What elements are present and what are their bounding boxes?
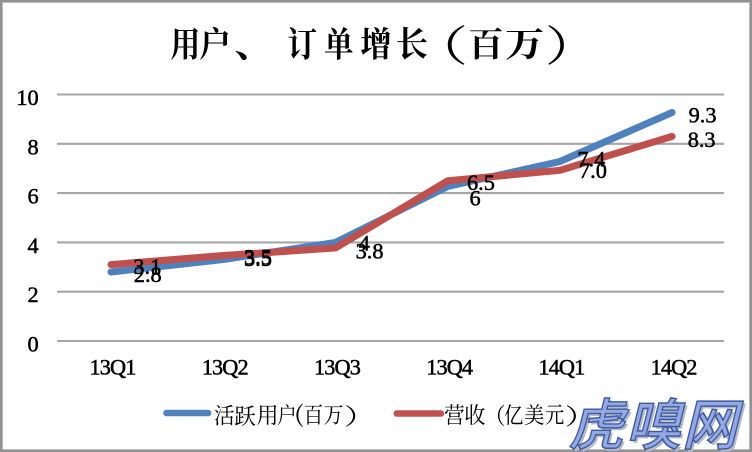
svg-text:6: 6 [470,185,481,210]
svg-text:7.0: 7.0 [579,158,607,183]
svg-text:6.5: 6.5 [467,170,495,195]
svg-text:8: 8 [28,134,39,159]
svg-text:6: 6 [28,184,39,209]
svg-text:4: 4 [28,233,39,258]
svg-text:13Q1: 13Q1 [90,355,136,380]
svg-text:2.8: 2.8 [134,262,162,287]
svg-text:3.5: 3.5 [244,246,272,271]
svg-text:9.3: 9.3 [689,102,717,127]
svg-text:13Q3: 13Q3 [314,355,361,380]
svg-text:0: 0 [28,332,39,357]
svg-text:8.3: 8.3 [688,127,716,152]
svg-text:3.1: 3.1 [133,254,161,279]
svg-text:13Q4: 13Q4 [426,355,473,380]
svg-text:4: 4 [359,231,370,256]
svg-text:10: 10 [16,85,38,110]
svg-text:2: 2 [28,282,39,307]
svg-text:14Q1: 14Q1 [538,355,584,380]
svg-text:14Q2: 14Q2 [651,355,697,380]
svg-text:3.5: 3.5 [244,244,272,269]
svg-text:3.8: 3.8 [356,238,384,263]
svg-text:7.4: 7.4 [577,147,605,172]
svg-text:13Q2: 13Q2 [202,355,248,380]
